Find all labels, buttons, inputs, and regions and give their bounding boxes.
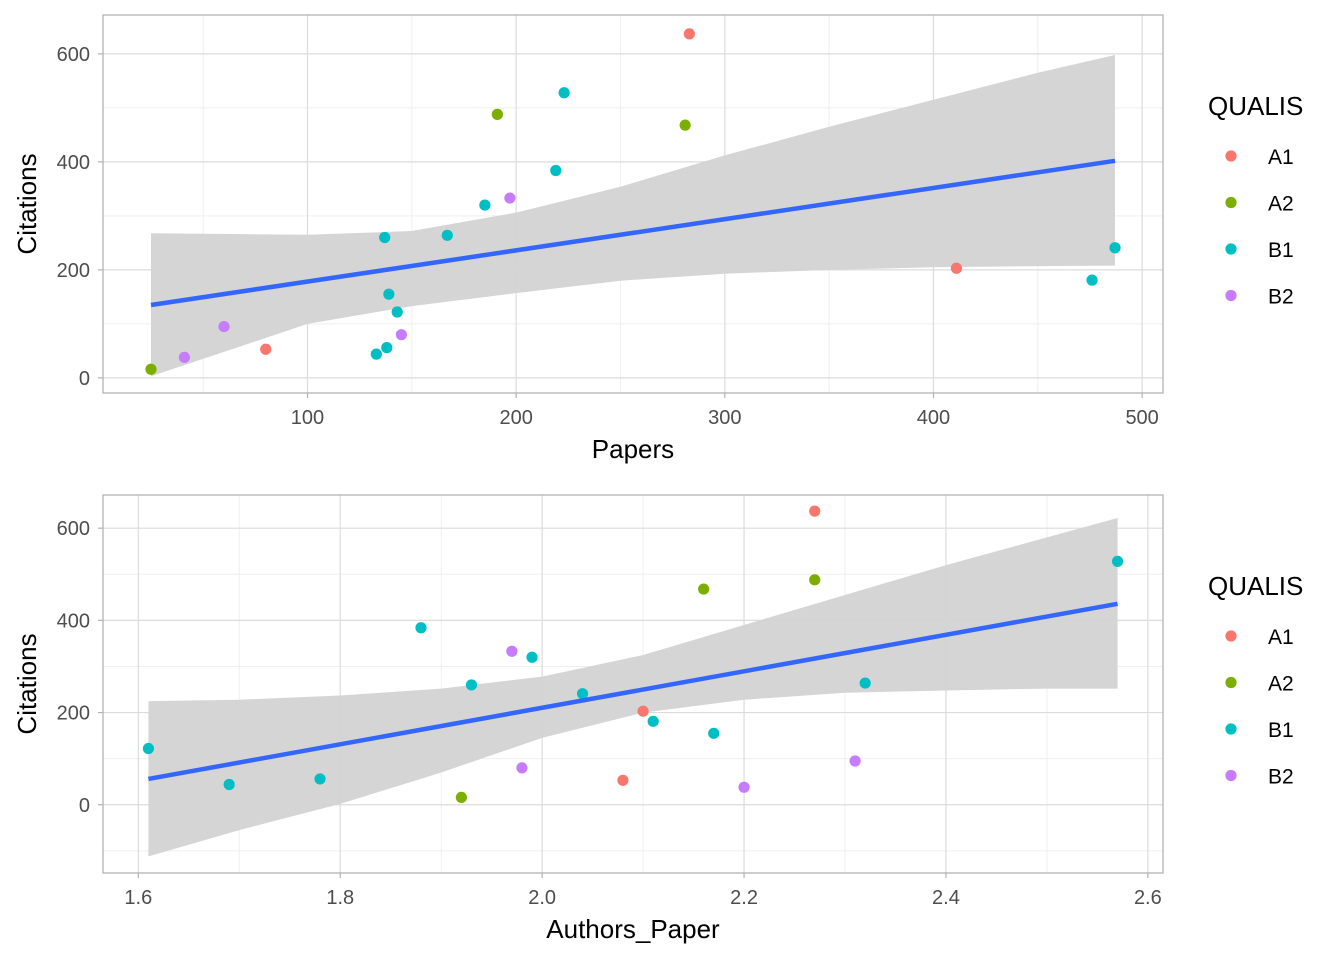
data-point-a2 bbox=[809, 574, 821, 586]
data-point-b1 bbox=[708, 727, 720, 739]
y-tick-label: 0 bbox=[79, 368, 90, 390]
data-point-b1 bbox=[142, 742, 155, 755]
data-point-b2 bbox=[738, 781, 750, 793]
data-point-b1 bbox=[1109, 242, 1121, 254]
x-tick-label: 300 bbox=[708, 407, 741, 429]
legend-label-b1: B1 bbox=[1268, 239, 1294, 262]
confidence-band bbox=[148, 518, 1118, 857]
legend-key-a1 bbox=[1225, 150, 1237, 162]
data-point-b1 bbox=[526, 651, 538, 663]
legend-key-b2 bbox=[1225, 289, 1237, 302]
data-point-a2 bbox=[679, 119, 691, 131]
data-point-b2 bbox=[504, 192, 516, 204]
y-tick-label: 200 bbox=[57, 703, 90, 725]
legend-key-b1 bbox=[1225, 243, 1237, 255]
panel-border bbox=[102, 14, 1164, 394]
data-point-a2 bbox=[455, 791, 467, 804]
plot-panel-authors-paper: 1.6 1.8 2.0 2.2 2.4 2.6 0 200 400 600 Authors_Pape… bbox=[12, 494, 1164, 944]
data-point-b1 bbox=[1111, 555, 1124, 567]
data-point-b1 bbox=[441, 229, 453, 241]
y-tick-label: 600 bbox=[57, 518, 90, 540]
y-tick-label: 0 bbox=[79, 795, 90, 817]
data-point-a1 bbox=[950, 262, 963, 274]
legend-label-a1: A1 bbox=[1268, 146, 1294, 169]
data-point-b2 bbox=[516, 762, 528, 774]
data-point-b1 bbox=[1086, 274, 1098, 286]
data-point-b1 bbox=[859, 677, 871, 689]
data-point-b1 bbox=[223, 778, 235, 791]
data-point-b1 bbox=[383, 288, 395, 300]
data-point-a1 bbox=[260, 343, 272, 355]
regression-line bbox=[148, 601, 1118, 782]
data-point-b1 bbox=[647, 715, 659, 727]
legend-label-b2: B2 bbox=[1268, 286, 1294, 309]
x-axis-title: Papers bbox=[592, 434, 674, 464]
x-tick-label: 200 bbox=[499, 407, 532, 429]
y-tick-label: 200 bbox=[57, 260, 90, 282]
legend-key-a2 bbox=[1225, 676, 1237, 689]
legend-bottom: QUALIS A1 A2 B1 B2 bbox=[1208, 571, 1303, 789]
x-tick-label: 500 bbox=[1125, 407, 1158, 429]
x-tick-label: 2.6 bbox=[1134, 887, 1162, 909]
x-tick-label: 2.0 bbox=[528, 887, 556, 909]
data-point-b2 bbox=[506, 645, 518, 657]
data-point-b1 bbox=[314, 773, 326, 785]
legend-label-a2: A2 bbox=[1268, 193, 1294, 216]
data-point-b1 bbox=[370, 348, 382, 360]
x-tick-label: 400 bbox=[917, 407, 950, 429]
y-axis-title: Citations bbox=[12, 633, 42, 734]
data-point-b1 bbox=[379, 231, 391, 244]
y-tick-label: 400 bbox=[57, 152, 90, 174]
data-point-b1 bbox=[576, 688, 589, 700]
data-point-a1 bbox=[637, 705, 649, 717]
x-tick-label: 1.6 bbox=[124, 887, 152, 909]
x-tick-label: 1.8 bbox=[326, 887, 354, 909]
data-point-a1 bbox=[617, 774, 629, 786]
data-point-b2 bbox=[218, 320, 230, 333]
legend-label-b1: B1 bbox=[1268, 719, 1294, 742]
regression-line bbox=[150, 158, 1116, 308]
data-point-b1 bbox=[465, 679, 478, 691]
panel-border bbox=[102, 494, 1164, 874]
data-point-b1 bbox=[415, 622, 427, 634]
data-point-b1 bbox=[391, 306, 403, 318]
plot-panel-papers: 100 200 300 400 500 0 200 400 600 Papers Citations bbox=[12, 14, 1164, 464]
y-axis-title: Citations bbox=[12, 153, 42, 254]
legend-top: QUALIS A1 A2 B1 B2 bbox=[1208, 91, 1303, 309]
legend-key-b2 bbox=[1225, 769, 1237, 782]
legend-label-b2: B2 bbox=[1268, 766, 1294, 789]
data-point-a2 bbox=[145, 363, 157, 375]
legend-label-a2: A2 bbox=[1268, 673, 1294, 696]
data-point-b1 bbox=[479, 199, 491, 211]
data-point-b1 bbox=[550, 164, 562, 177]
legend-title: QUALIS bbox=[1208, 571, 1303, 601]
y-tick-label: 600 bbox=[57, 44, 90, 66]
legend-key-b1 bbox=[1225, 723, 1237, 735]
legend-key-a2 bbox=[1225, 196, 1237, 209]
legend-label-a1: A1 bbox=[1268, 626, 1294, 649]
x-tick-label: 2.4 bbox=[932, 887, 960, 909]
data-point-b2 bbox=[395, 329, 407, 341]
legend-title: QUALIS bbox=[1208, 91, 1303, 121]
data-point-b2 bbox=[178, 351, 190, 363]
data-point-a1 bbox=[809, 505, 821, 517]
data-point-b2 bbox=[849, 755, 861, 767]
y-tick-label: 400 bbox=[57, 610, 90, 632]
data-point-b1 bbox=[558, 87, 570, 99]
data-point-b1 bbox=[381, 342, 393, 354]
x-tick-label: 2.2 bbox=[730, 887, 758, 909]
data-point-a2 bbox=[698, 583, 710, 595]
legend-key-a1 bbox=[1225, 630, 1237, 642]
x-axis-title: Authors_Paper bbox=[546, 914, 720, 944]
data-point-a2 bbox=[491, 108, 503, 120]
data-point-a1 bbox=[683, 28, 695, 40]
x-tick-label: 100 bbox=[291, 407, 324, 429]
